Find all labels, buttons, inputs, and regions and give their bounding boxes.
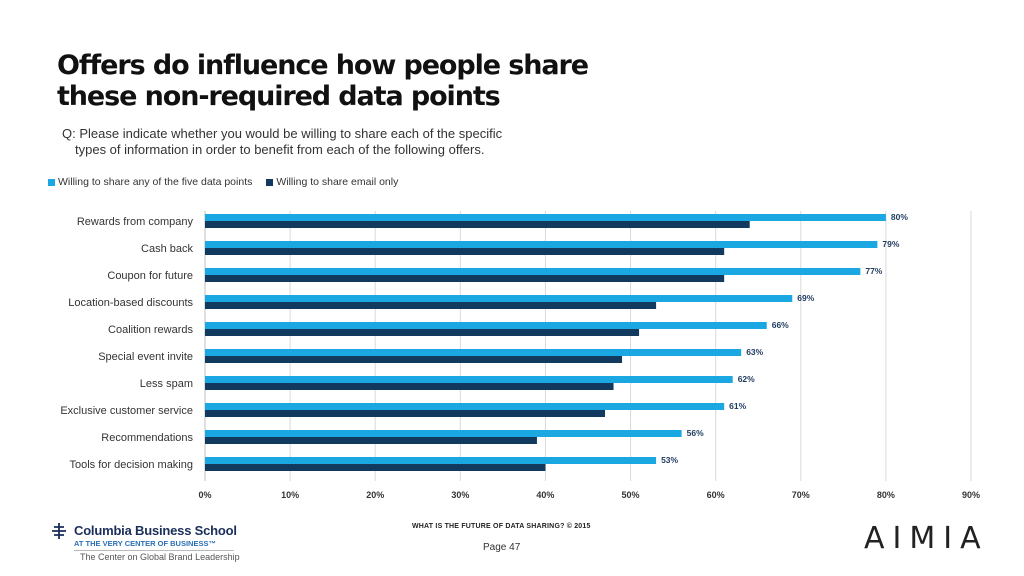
data-label: 53% <box>661 455 678 465</box>
data-label: 61% <box>729 401 746 411</box>
x-tick-label: 0% <box>198 490 211 500</box>
bar-series2 <box>205 302 657 309</box>
category-label: Rewards from company <box>77 216 194 228</box>
bar-series1 <box>205 430 682 437</box>
bar-series1 <box>205 241 878 248</box>
bar-series2 <box>205 221 750 228</box>
bar-series2 <box>205 437 537 444</box>
category-label: Less spam <box>140 378 193 390</box>
school-tagline: AT THE VERY CENTER OF BUSINESS™ <box>74 539 216 548</box>
bar-series1 <box>205 322 767 329</box>
category-label: Recommendations <box>101 432 193 444</box>
legend-item-series2: Willing to share email only <box>266 176 398 188</box>
survey-question: Q: Please indicate whether you would be … <box>62 126 502 158</box>
category-label: Tools for decision making <box>69 459 193 471</box>
category-label: Coupon for future <box>107 270 193 282</box>
legend-item-series1: Willing to share any of the five data po… <box>48 176 252 188</box>
bar-series2 <box>205 383 614 390</box>
bar-series2 <box>205 464 546 471</box>
columbia-crown-icon <box>52 523 66 539</box>
category-label: Cash back <box>141 243 193 255</box>
data-label: 79% <box>882 239 899 249</box>
page-title: Offers do influence how people share the… <box>57 50 589 112</box>
bar-series1 <box>205 214 886 221</box>
bar-series1 <box>205 403 725 410</box>
bar-series2 <box>205 248 725 255</box>
bar-series1 <box>205 268 861 275</box>
bar-series2 <box>205 275 725 282</box>
x-tick-label: 30% <box>451 490 469 500</box>
data-label: 62% <box>738 374 755 384</box>
school-name: Columbia Business School <box>74 523 237 538</box>
logo-divider <box>74 550 234 551</box>
legend-swatch-series2 <box>266 178 274 186</box>
legend-label-series2: Willing to share email only <box>276 176 399 188</box>
bar-series2 <box>205 329 640 336</box>
data-label: 69% <box>797 293 814 303</box>
footer-title: WHAT IS THE FUTURE OF DATA SHARING? © 20… <box>412 523 591 530</box>
data-label: 66% <box>772 320 789 330</box>
page-number: Page 47 <box>483 542 521 553</box>
x-tick-label: 40% <box>536 490 554 500</box>
bar-series1 <box>205 457 657 464</box>
bar-series1 <box>205 295 793 302</box>
legend-label-series1: Willing to share any of the five data po… <box>58 176 253 188</box>
category-label: Coalition rewards <box>108 324 193 336</box>
category-label: Exclusive customer service <box>60 405 193 417</box>
x-tick-label: 80% <box>877 490 895 500</box>
data-label: 56% <box>687 428 704 438</box>
x-tick-label: 10% <box>281 490 299 500</box>
category-label: Location-based discounts <box>68 297 193 309</box>
survey-question-line1: Q: Please indicate whether you would be … <box>62 126 503 141</box>
legend-swatch-series1 <box>48 178 55 186</box>
bar-series1 <box>205 349 742 356</box>
page-title-line2: these non-required data points <box>57 81 501 112</box>
x-tick-label: 70% <box>792 490 810 500</box>
category-label: Special event invite <box>98 351 193 363</box>
bar-series2 <box>205 356 623 363</box>
data-label: 63% <box>746 347 763 357</box>
aimia-logo: AIMIA <box>864 521 989 556</box>
x-tick-label: 90% <box>962 490 980 500</box>
data-label: 80% <box>891 212 908 222</box>
bar-series1 <box>205 376 733 383</box>
x-tick-label: 50% <box>622 490 640 500</box>
data-label: 77% <box>865 266 882 276</box>
x-tick-label: 20% <box>366 490 384 500</box>
center-name: The Center on Global Brand Leadership <box>80 552 240 562</box>
x-tick-label: 60% <box>707 490 725 500</box>
survey-question-line2: types of information in order to benefit… <box>75 142 485 157</box>
bar-series2 <box>205 410 606 417</box>
page-title-line1: Offers do influence how people share <box>57 50 589 81</box>
chart-legend: Willing to share any of the five data po… <box>48 176 398 188</box>
